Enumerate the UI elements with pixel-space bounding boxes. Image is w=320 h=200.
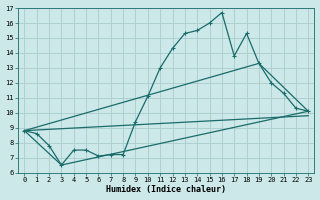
X-axis label: Humidex (Indice chaleur): Humidex (Indice chaleur): [106, 185, 226, 194]
